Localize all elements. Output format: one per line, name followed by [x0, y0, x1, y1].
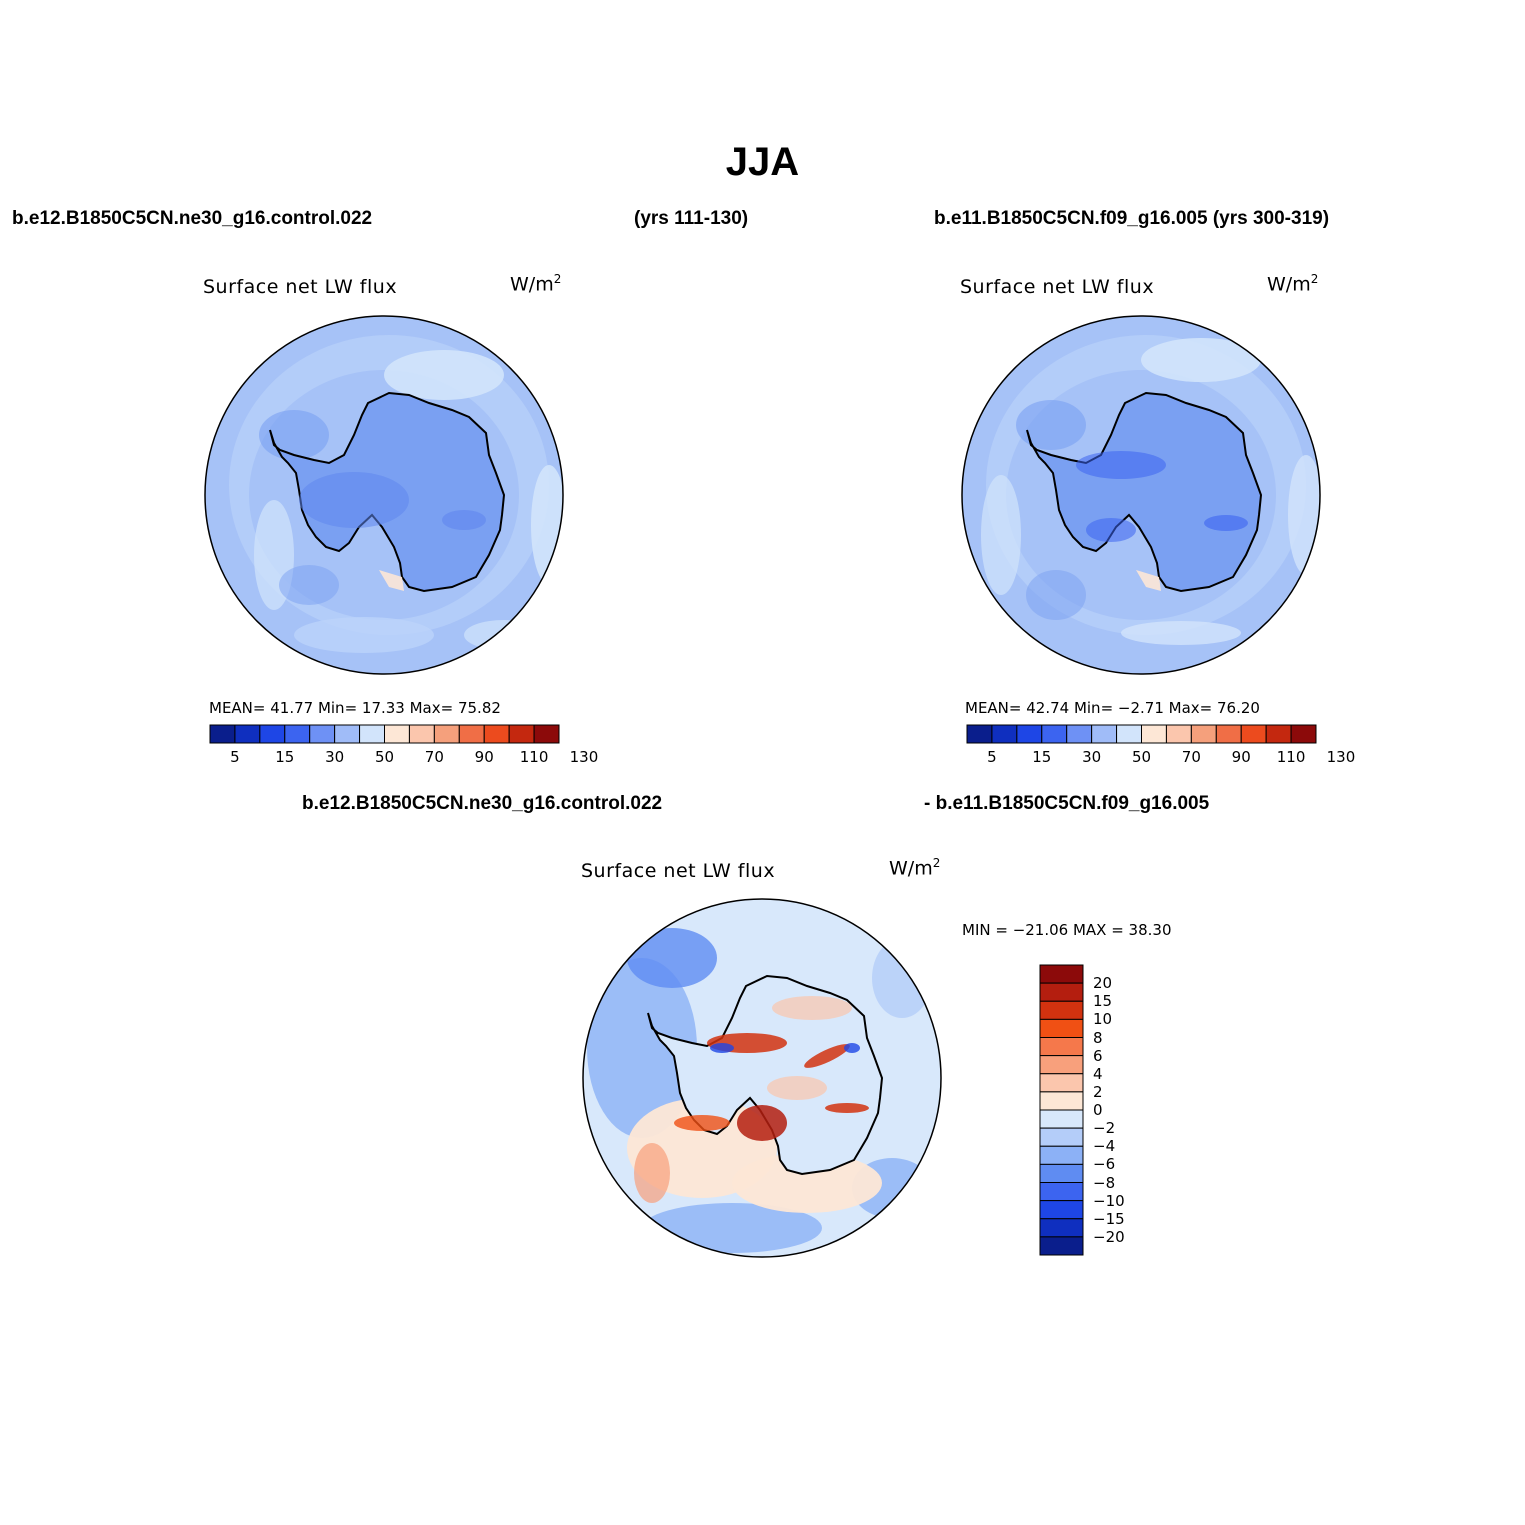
panel-3-colorbar-tick-label: −15	[1093, 1209, 1125, 1228]
panel-1-colorbar-swatch	[533, 724, 560, 744]
panel-3-colorbar-tick-label: −2	[1093, 1119, 1116, 1138]
panel-3-colorbar-tick-label: 4	[1093, 1064, 1103, 1083]
panel-3-colorbar-tick-label: −4	[1093, 1137, 1116, 1156]
panel-1-colorbar-tick-label: 110	[519, 748, 549, 766]
panel-3-colorbar-tick-label: −6	[1093, 1155, 1116, 1174]
panel-2-colorbar-swatch	[1190, 724, 1217, 744]
panel-3-colorbar-swatch	[1039, 1200, 1084, 1220]
panel-2-colorbar-swatch	[1215, 724, 1242, 744]
panel-1-stats: MEAN= 41.77 Min= 17.33 Max= 75.82	[209, 699, 501, 717]
panel-1-colorbar-swatch	[408, 724, 435, 744]
panel-3-colorbar-swatch	[1039, 1073, 1084, 1093]
panel-2-units: W/m2	[1267, 272, 1319, 296]
panel-3-colorbar-swatch	[1039, 1109, 1084, 1129]
panel-1-colorbar-tick-label: 30	[325, 748, 345, 766]
panel-2-colorbar-swatch	[991, 724, 1018, 744]
panel-1-colorbar-tick-label: 5	[230, 748, 240, 766]
panel-3-colorbar-tick-label: 8	[1093, 1028, 1103, 1047]
panel-3-stats: MIN = −21.06 MAX = 38.30	[962, 921, 1172, 939]
panel-3-colorbar-tick-label: −8	[1093, 1173, 1116, 1192]
panel-1-colorbar-swatch	[508, 724, 535, 744]
diff-label-a: b.e12.B1850C5CN.ne30_g16.control.022	[302, 793, 663, 814]
panel-1-colorbar-swatch	[284, 724, 311, 744]
panel-2-colorbar-swatch	[1091, 724, 1118, 744]
panel-2-colorbar-tick-label: 130	[1326, 748, 1356, 766]
panel-1-map	[204, 315, 564, 675]
panel-3-colorbar-tick-label: 15	[1093, 992, 1113, 1011]
panel-1-colorbar-tick-label: 130	[569, 748, 599, 766]
panel-2-colorbar	[966, 724, 1317, 744]
panel-3-colorbar-swatch	[1039, 1127, 1084, 1147]
panel-2-colorbar-swatch	[1016, 724, 1043, 744]
panel-1-colorbar-tick-label: 90	[474, 748, 494, 766]
panel-1-colorbar-swatch	[384, 724, 410, 744]
panel-3-map	[582, 898, 942, 1258]
panel-3-colorbar-swatch	[1039, 1000, 1084, 1020]
panel-2-colorbar-tick-label: 50	[1131, 748, 1152, 766]
panel-3-colorbar-tick-label: −20	[1093, 1227, 1125, 1246]
panel-1-colorbar-tick-label: 50	[374, 748, 395, 766]
panel-3-colorbar-tick-label: 2	[1093, 1082, 1103, 1101]
panel-1-colorbar-swatch	[309, 724, 336, 744]
panel-3-colorbar-swatch	[1039, 1182, 1084, 1202]
panel-1-colorbar-swatch	[458, 724, 485, 744]
panel-3-colorbar-swatch	[1039, 1055, 1084, 1075]
panel-3-colorbar-tick-label: 10	[1093, 1010, 1113, 1029]
panel-3-colorbar-tick-label: 6	[1093, 1046, 1103, 1065]
panel-1-colorbar-swatch	[334, 724, 361, 744]
panel-3-colorbar-swatch	[1039, 1037, 1084, 1057]
panel-3-colorbar-tick-label: −10	[1093, 1191, 1125, 1210]
panel-1-colorbar	[209, 724, 560, 744]
panel-1-colorbar-tick-label: 70	[424, 748, 444, 766]
panel-2-stats: MEAN= 42.74 Min= −2.71 Max= 76.20	[965, 699, 1260, 717]
panel-2-colorbar-tick-label: 70	[1181, 748, 1201, 766]
panel-2-colorbar-tick-label: 90	[1231, 748, 1251, 766]
panel-3-colorbar	[1039, 964, 1084, 1256]
panel-3-colorbar-swatch	[1039, 1018, 1084, 1038]
panel-2-colorbar-swatch	[1165, 724, 1192, 744]
figure-title: JJA	[725, 140, 800, 184]
case-a-years: (yrs 111-130)	[634, 208, 749, 229]
panel-2-colorbar-tick-label: 5	[987, 748, 997, 766]
panel-2-colorbar-tick-label: 30	[1082, 748, 1102, 766]
panel-2-colorbar-swatch	[1240, 724, 1267, 744]
panel-2-title: Surface net LW flux	[960, 276, 1155, 298]
panel-2-colorbar-swatch	[1116, 724, 1142, 744]
panel-3-colorbar-swatch	[1039, 1218, 1084, 1238]
panel-2-colorbar-swatch	[966, 724, 993, 744]
panel-3-colorbar-swatch	[1039, 982, 1084, 1002]
panel-2-map	[961, 315, 1321, 675]
case-a-label: b.e12.B1850C5CN.ne30_g16.control.022	[12, 208, 373, 229]
panel-2-colorbar-swatch	[1265, 724, 1292, 744]
panel-3-colorbar-swatch	[1039, 1163, 1084, 1183]
panel-1-colorbar-tick-label: 15	[275, 748, 295, 766]
panel-2-colorbar-tick-label: 110	[1276, 748, 1306, 766]
panel-3-colorbar-swatch	[1039, 1145, 1084, 1165]
panel-1-colorbar-swatch	[359, 724, 385, 744]
panel-2-colorbar-swatch	[1066, 724, 1093, 744]
diff-label-b: - b.e11.B1850C5CN.f09_g16.005	[924, 793, 1210, 814]
panel-1-colorbar-swatch	[259, 724, 286, 744]
panel-3-colorbar-tick-label: 20	[1093, 974, 1113, 993]
panel-1-colorbar-swatch	[433, 724, 460, 744]
panel-3-colorbar-swatch	[1039, 1236, 1084, 1256]
panel-1-units: W/m2	[510, 272, 562, 296]
panel-2-colorbar-swatch	[1290, 724, 1317, 744]
panel-3-colorbar-swatch	[1039, 1091, 1084, 1111]
panel-2-colorbar-tick-label: 15	[1032, 748, 1052, 766]
panel-1-colorbar-swatch	[234, 724, 261, 744]
case-b-label: b.e11.B1850C5CN.f09_g16.005 (yrs 300-319…	[934, 208, 1330, 229]
panel-2-colorbar-swatch	[1041, 724, 1068, 744]
panel-1-colorbar-swatch	[483, 724, 510, 744]
panel-3-colorbar-tick-label: 0	[1093, 1101, 1103, 1119]
panel-3-units: W/m2	[889, 856, 941, 880]
panel-1-title: Surface net LW flux	[203, 276, 398, 298]
panel-3-title: Surface net LW flux	[581, 860, 776, 882]
panel-2-colorbar-swatch	[1141, 724, 1167, 744]
panel-1-colorbar-swatch	[209, 724, 236, 744]
panel-3-colorbar-swatch	[1039, 964, 1084, 984]
